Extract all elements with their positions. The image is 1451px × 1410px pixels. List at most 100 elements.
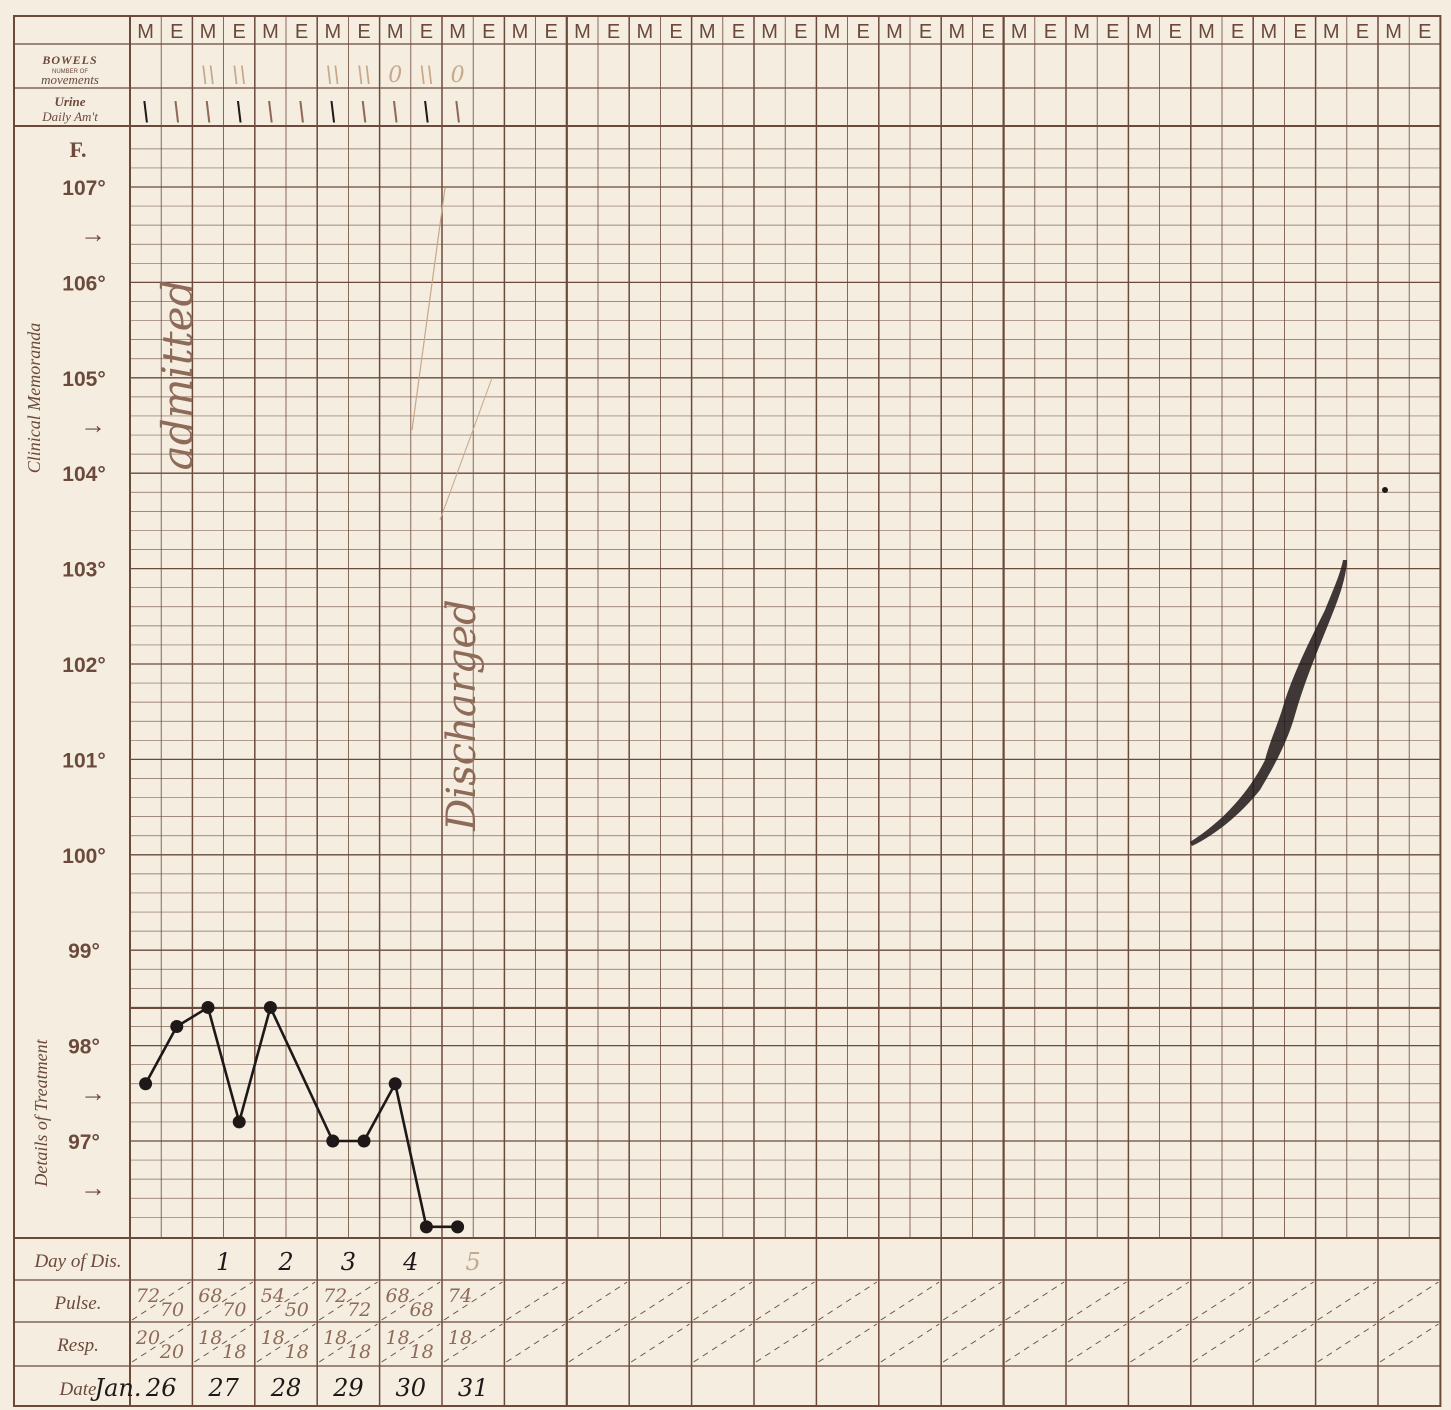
shift-label: E [919, 21, 932, 43]
pulse-value: 54 [261, 1285, 285, 1307]
split-diagonal [942, 1323, 1002, 1363]
split-diagonal [1379, 1323, 1439, 1363]
details-of-treatment-label: Details of Treatment [31, 1038, 51, 1187]
pencil-stroke [439, 377, 493, 521]
split-diagonal [693, 1323, 753, 1363]
split-diagonal [506, 1323, 566, 1363]
split-diagonal [131, 1281, 191, 1321]
shift-label: E [1293, 21, 1306, 43]
split-diagonal [818, 1323, 878, 1363]
shift-label: M [1198, 21, 1215, 43]
temperature-point [326, 1134, 340, 1148]
shift-label: M [761, 21, 778, 43]
row-label: Day of Dis. [33, 1251, 121, 1272]
split-diagonal [256, 1323, 316, 1363]
shift-label: E [420, 21, 433, 43]
urine-mark: \ [328, 97, 337, 127]
split-diagonal [1192, 1323, 1252, 1363]
temperature-point [388, 1077, 402, 1091]
pulse-value: 72 [347, 1299, 371, 1321]
urine-mark: \ [453, 97, 462, 127]
shift-label: E [732, 21, 745, 43]
pulse-value: 68 [386, 1285, 410, 1307]
shift-label: E [295, 21, 308, 43]
pulse-value: 70 [222, 1299, 246, 1321]
pulse-value: 72 [323, 1285, 347, 1307]
split-diagonal [755, 1323, 815, 1363]
urine-mark: \ [235, 97, 244, 127]
temperature-label: 104° [62, 463, 105, 486]
urine-mark: \ [141, 97, 150, 127]
resp-value: 20 [135, 1327, 160, 1349]
split-diagonal [1254, 1281, 1314, 1321]
shift-label: E [357, 21, 370, 43]
resp-value: 18 [261, 1327, 285, 1349]
urine-mark: \ [297, 97, 306, 127]
temperature-label: 103° [62, 559, 105, 582]
resp-value: 20 [159, 1341, 184, 1363]
split-diagonal [1317, 1281, 1377, 1321]
date-value: 28 [270, 1374, 302, 1402]
ink-blot [1190, 560, 1347, 846]
shift-label: M [1260, 21, 1277, 43]
urine-mark: \ [172, 97, 181, 127]
split-diagonal [880, 1281, 940, 1321]
urine-mark: \ [391, 97, 400, 127]
urine-label: Urine [54, 94, 85, 109]
temperature-label: 102° [62, 654, 105, 677]
shift-label: E [1169, 21, 1182, 43]
shift-label: M [324, 21, 341, 43]
bowels-mark: \\ [419, 63, 434, 88]
split-diagonal [1317, 1323, 1377, 1363]
temperature-label: 101° [62, 749, 105, 772]
split-diagonal [818, 1281, 878, 1321]
chart-grid [13, 15, 1442, 1407]
bowels-label: BOWELS [41, 53, 97, 67]
split-diagonal [755, 1281, 815, 1321]
bowels-mark: \\ [357, 63, 372, 88]
split-diagonal [256, 1281, 316, 1321]
row-label: Pulse. [54, 1293, 102, 1314]
admitted-note: admitted [153, 280, 202, 471]
urine-mark: \ [360, 97, 369, 127]
urine-mark: \ [204, 97, 213, 127]
day-of-disease-value: 1 [216, 1248, 231, 1276]
day-of-disease-value: 4 [402, 1248, 418, 1276]
shift-label: E [545, 21, 558, 43]
date-value: 30 [396, 1374, 427, 1402]
bowels-sub-label: movements [41, 72, 99, 87]
temperature-point [419, 1220, 433, 1234]
temperature-point [263, 1000, 277, 1014]
split-diagonal [568, 1323, 628, 1363]
arrow-marker: → [80, 220, 106, 249]
shift-label: E [981, 21, 994, 43]
resp-value: 18 [285, 1341, 309, 1363]
date-value: 31 [458, 1374, 489, 1402]
date-value: 26 [145, 1374, 177, 1402]
date-value: 27 [207, 1374, 239, 1402]
resp-value: 18 [323, 1327, 347, 1349]
shift-label: E [607, 21, 620, 43]
split-diagonal [194, 1323, 254, 1363]
temperature-label: 98° [68, 1036, 100, 1059]
shift-label: E [1044, 21, 1057, 43]
split-diagonal [942, 1281, 1002, 1321]
split-diagonal [630, 1281, 690, 1321]
resp-value: 18 [347, 1341, 371, 1363]
shift-label: M [948, 21, 965, 43]
split-diagonal [443, 1323, 503, 1363]
resp-value: 18 [448, 1327, 472, 1349]
split-diagonal [443, 1281, 503, 1321]
shift-label: M [824, 21, 841, 43]
temperature-point [139, 1077, 153, 1091]
split-diagonal [568, 1281, 628, 1321]
shift-label: E [233, 21, 246, 43]
shift-label: M [886, 21, 903, 43]
split-diagonal [131, 1323, 191, 1363]
bowels-sub-label: NUMBER OF [52, 69, 88, 75]
chart-marks [139, 487, 1388, 1234]
bowels-mark: \\ [201, 63, 216, 88]
shift-label: M [1323, 21, 1340, 43]
